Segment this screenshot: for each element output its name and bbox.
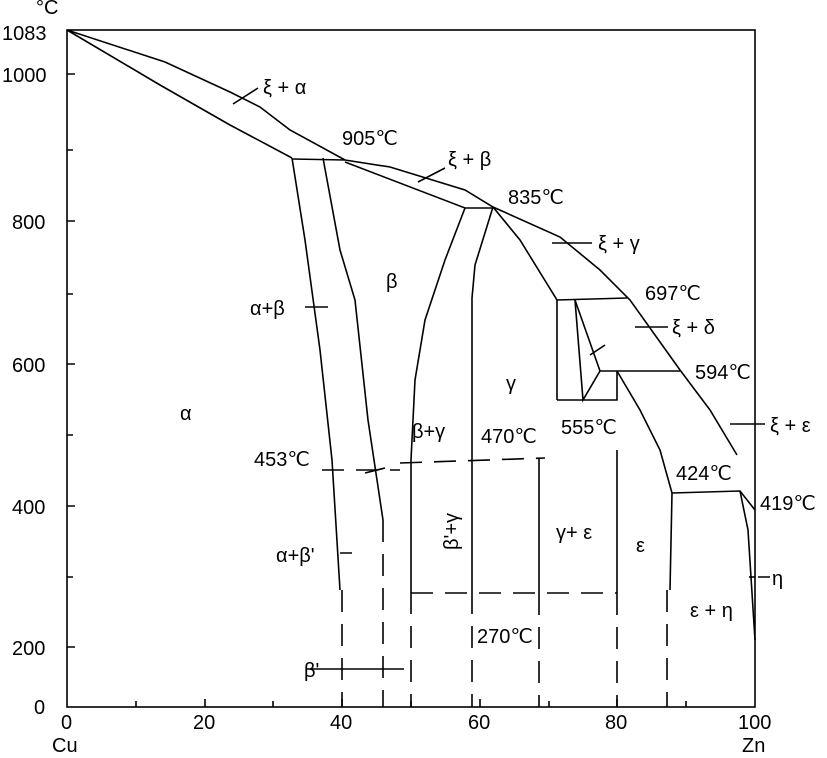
x-label: 80 bbox=[605, 712, 627, 734]
phase-label: ε + η bbox=[690, 600, 733, 622]
phase-label: η bbox=[772, 568, 783, 590]
x-end-label: Cu bbox=[52, 735, 78, 757]
x-end-label: Zn bbox=[742, 735, 765, 757]
y-label: 600 bbox=[12, 355, 45, 377]
phase-label: ξ + γ bbox=[598, 233, 640, 255]
temp-label: 697℃ bbox=[645, 283, 701, 305]
y-label: 1000 bbox=[2, 65, 47, 87]
x-label: 60 bbox=[468, 712, 490, 734]
temp-label: 835℃ bbox=[508, 187, 564, 209]
phase-label: β'+γ bbox=[441, 513, 463, 550]
temp-label: 424℃ bbox=[676, 463, 732, 485]
phase-label: γ+ ε bbox=[556, 522, 592, 544]
phase-label: β bbox=[386, 271, 398, 293]
y-label: 0 bbox=[34, 697, 45, 719]
phase-label: ξ + α bbox=[263, 77, 306, 99]
temp-label: 594℃ bbox=[695, 362, 751, 384]
phase-label: α+β bbox=[250, 298, 285, 320]
x-label: 100 bbox=[738, 712, 771, 734]
y-unit: °C bbox=[36, 0, 58, 19]
phase-label: ξ + β bbox=[448, 149, 491, 171]
phase-label: ξ + ε bbox=[770, 415, 811, 437]
temp-label: 419℃ bbox=[760, 493, 816, 515]
phase-label: α+β' bbox=[276, 545, 315, 567]
y-label: 1083 bbox=[2, 23, 47, 45]
phase-label: ξ + δ bbox=[672, 317, 715, 339]
y-label: 800 bbox=[12, 212, 45, 234]
phase-boundaries bbox=[66, 29, 756, 641]
dashed-lines bbox=[322, 457, 668, 707]
temp-label: 470℃ bbox=[481, 426, 537, 448]
x-label: 20 bbox=[193, 712, 215, 734]
leader-lines bbox=[232, 87, 770, 670]
temp-label: 905℃ bbox=[342, 128, 398, 150]
y-label: 400 bbox=[12, 497, 45, 519]
phase-label: β' bbox=[304, 660, 319, 682]
x-label: 0 bbox=[61, 712, 72, 734]
temp-label: 555℃ bbox=[561, 417, 617, 439]
temp-label: 270℃ bbox=[477, 626, 533, 648]
phase-label: γ bbox=[506, 373, 516, 395]
phase-label: β+γ bbox=[412, 421, 445, 443]
temp-label: 453℃ bbox=[254, 449, 310, 471]
phase-label: α bbox=[180, 403, 192, 425]
x-label: 40 bbox=[330, 712, 352, 734]
phase-label: ε bbox=[636, 535, 645, 557]
y-label: 200 bbox=[12, 638, 45, 660]
